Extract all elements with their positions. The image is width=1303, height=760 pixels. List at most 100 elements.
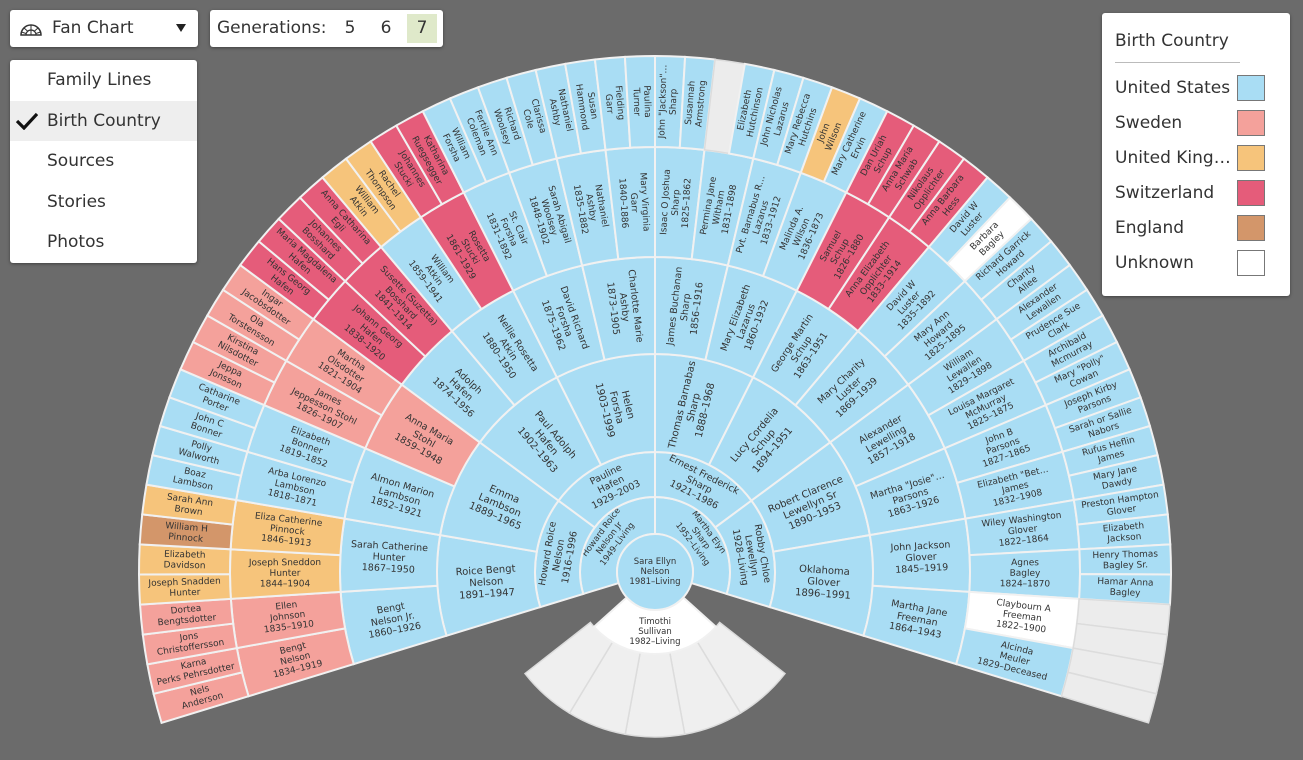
menu-item[interactable]: Family Lines — [10, 60, 197, 101]
person-name: Freeman — [1002, 610, 1042, 625]
person-name: Glover — [905, 551, 937, 564]
person-name: Sullivan — [638, 627, 672, 637]
legend-swatch — [1237, 145, 1265, 171]
person-name: Susannah — [684, 80, 698, 125]
view-dropdown[interactable]: Fan Chart — [10, 10, 198, 47]
legend-label: England — [1115, 218, 1185, 238]
person-name: Brown — [174, 504, 203, 518]
person-dates: 1982–Living — [629, 637, 680, 647]
person-name: Garr — [628, 192, 639, 213]
generation-option[interactable]: 7 — [407, 14, 437, 43]
person-name: Susan — [585, 91, 599, 119]
menu-item[interactable]: Birth Country — [10, 100, 197, 141]
fan-icon — [20, 24, 42, 36]
person-name: Sara Ellyn — [634, 557, 677, 567]
person-name: Ashby — [617, 292, 631, 323]
person-name: Bengt — [376, 601, 406, 617]
person-dates: 1840–1886 — [616, 178, 629, 229]
person-dates: 1867–1950 — [361, 562, 415, 576]
person-name: Nelson — [551, 539, 567, 573]
person-name: Ellen — [275, 600, 298, 613]
person-name: John "Jackson"… — [657, 64, 669, 139]
person-name: Garr — [603, 93, 615, 114]
person-name: Sharp — [671, 189, 683, 216]
legend-swatch — [1237, 215, 1265, 241]
menu-item-label: Stories — [47, 191, 106, 212]
legend-label: Switzerland — [1115, 183, 1215, 203]
person-name: Glover — [807, 576, 841, 589]
person-name: Henry Thomas — [1092, 549, 1158, 561]
person-name: John Jackson — [889, 539, 950, 553]
person-name: Sarah Catherine — [351, 539, 429, 554]
menu-item[interactable]: Photos — [10, 222, 197, 263]
dropdown-caret — [176, 24, 186, 32]
person-name: Glover — [1007, 524, 1038, 537]
person-name: Hunter — [270, 569, 301, 579]
checkmark — [16, 112, 38, 130]
menu-item-label: Family Lines — [47, 70, 152, 90]
person-name: Bagley Sr. — [1103, 560, 1148, 571]
person-dates: 1825–1862 — [681, 178, 694, 229]
generation-option[interactable]: 6 — [380, 18, 392, 38]
legend-item: Switzerland — [1115, 176, 1277, 211]
person-name: Sharp — [669, 88, 680, 115]
person-name: Jons — [178, 631, 199, 644]
person-name: Fielding — [613, 85, 626, 120]
person-dates: 1844–1904 — [260, 579, 311, 589]
person-label: John "Jackson"… Sharp — [657, 64, 680, 139]
generations-label: Generations: — [217, 18, 327, 38]
menu-item-label: Sources — [47, 151, 115, 171]
person-dates: 1891–1947 — [459, 587, 515, 602]
person-name: Nelson — [469, 576, 504, 589]
legend-swatch — [1237, 180, 1265, 206]
person-name: Agnes — [1011, 558, 1039, 568]
legend-item: England — [1115, 211, 1277, 246]
legend-item: United States — [1115, 71, 1277, 106]
person-name: Timothi — [638, 617, 671, 627]
person-name: Isaac O Joshua — [659, 169, 673, 235]
menu-item[interactable]: Stories — [10, 182, 197, 223]
person-name: Bagley — [1010, 569, 1041, 579]
root-cell[interactable] — [616, 533, 694, 611]
person-name: Hamar Anna — [1097, 577, 1154, 589]
person-name: William H — [165, 521, 208, 534]
generation-option[interactable]: 5 — [344, 18, 356, 38]
checkmark-path — [16, 112, 38, 130]
person-dates: 1824–1870 — [1000, 579, 1051, 589]
person-name: Johnson — [269, 610, 306, 624]
legend-label: Sweden — [1115, 113, 1183, 133]
person-dates: 1896–1991 — [795, 587, 851, 602]
person-name: Ashby — [583, 193, 598, 223]
legend-item: United King… — [1115, 141, 1277, 176]
menu-item-label: Birth Country — [47, 110, 161, 131]
legend-label: Unknown — [1115, 253, 1194, 273]
menu-item[interactable]: Sources — [10, 141, 197, 182]
legend-swatch — [1237, 75, 1265, 101]
person-name: Turner — [631, 87, 642, 117]
person-name: Davidson — [163, 560, 205, 571]
person-name: Dortea — [170, 604, 202, 617]
legend-item: Unknown — [1115, 246, 1277, 281]
person-name: Glover — [1106, 504, 1137, 518]
person-name: Armstrong — [694, 80, 708, 128]
legend-label: United King… — [1115, 148, 1231, 168]
view-menu: Family Lines Birth Country Sources Stories P… — [10, 60, 197, 263]
legend-swatch — [1237, 110, 1265, 136]
person-name: Joseph Sneddon — [248, 558, 321, 568]
